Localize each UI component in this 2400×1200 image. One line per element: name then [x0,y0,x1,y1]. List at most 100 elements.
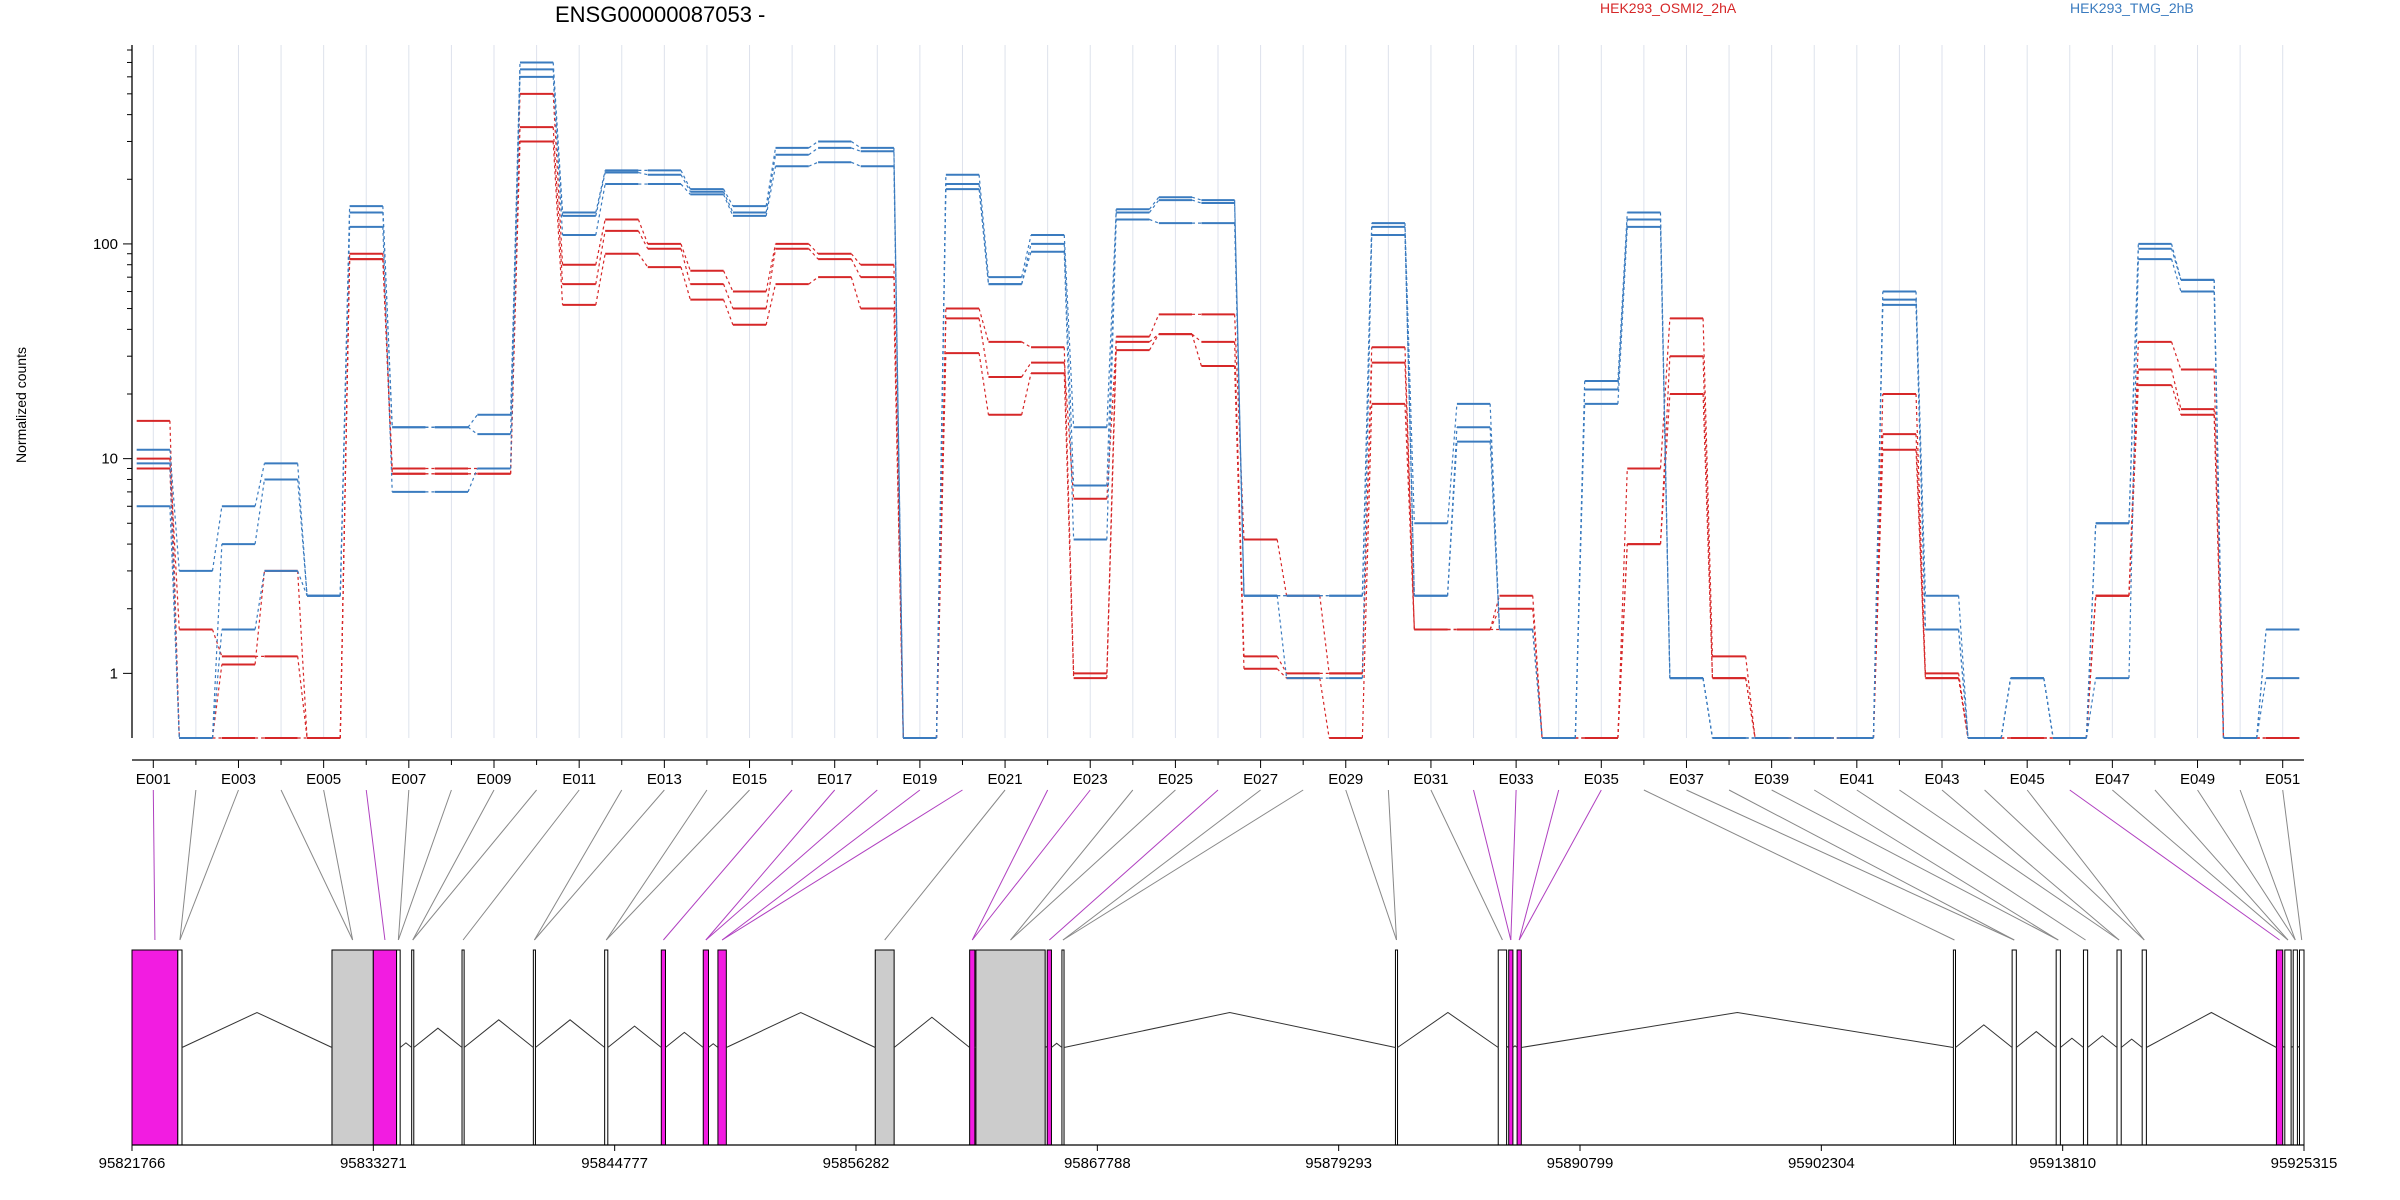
exon-block [1497,949,1508,1146]
connector [1062,789,1304,941]
y-tick-label: 1 [110,665,118,682]
connector-line [1319,678,1330,739]
exon-block [969,949,976,1146]
exon-block [461,949,465,1146]
connector-line [680,243,691,271]
connector [533,789,623,941]
connector-line [2170,384,2182,415]
connector-line [211,629,223,739]
connector-line [808,243,819,255]
x-tick-label: E009 [476,771,511,788]
connector-line [978,184,990,285]
connector-line [1191,333,1202,367]
connector-line [1021,251,1032,285]
chart-title: ENSG00000087053 - [555,2,765,27]
connector-line [893,166,904,739]
connector [412,789,537,941]
exon-block [2011,949,2017,1146]
connector-line [1659,318,1671,469]
connector-line [1446,441,1458,596]
connector [1518,789,1602,941]
connector-line [297,570,308,596]
connector-line [211,544,223,739]
connector-line [595,170,606,213]
connector-line [1574,380,1586,739]
series-layer [136,61,2300,739]
connector [884,789,1006,941]
connector-line [637,230,649,249]
genomic-tick-label: 95913810 [2029,1155,2096,1172]
connector-line [254,479,266,545]
connector-line [1021,362,1032,378]
genomic-tick-label: 95879293 [1305,1155,1372,1172]
x-tick-label: E023 [1073,771,1108,788]
intron-line [1044,1046,1048,1048]
intron-line [1512,1045,1518,1048]
x-tick-label: E013 [647,771,682,788]
x-tick-label: E027 [1243,771,1278,788]
connector-line [680,183,691,195]
connector-line [595,219,606,265]
connector-line [510,76,521,469]
connector-line [1532,608,1543,739]
connector-line [1106,212,1117,486]
connector-line [765,248,777,309]
connector-line [467,468,478,493]
connector-line [722,299,734,326]
exon-block [1394,949,1399,1146]
connector [323,789,354,941]
connector-line [1404,403,1415,630]
exon-block [660,949,666,1146]
connector [280,789,354,941]
connector [1010,789,1176,941]
x-tick-label: E015 [732,771,767,788]
x-tick-label: E021 [988,771,1023,788]
connector [2282,789,2303,941]
connector-line [1021,341,1032,348]
genomic-tick-label: 95821766 [99,1155,166,1172]
exon-block [331,949,374,1146]
connector [705,789,836,941]
connector-line [552,69,564,216]
connector-line [2128,385,2139,596]
genomic-tick-label: 95890799 [1547,1155,1614,1172]
exon-block [2298,949,2305,1146]
exon-connectors [152,789,2303,941]
connector-line [595,183,606,236]
connector-line [680,248,691,285]
intron-line [463,1019,534,1048]
connector-line [1148,333,1160,351]
connector-line [1574,403,1586,739]
intron-line [1521,1011,1954,1048]
connector-line [765,166,777,217]
connector-line [765,147,777,207]
connector-line [2043,678,2054,739]
connector [1518,789,1560,941]
connector-line [1404,226,1415,596]
exon-block [604,949,609,1146]
connector-line [722,283,734,309]
connector-line [1489,608,1501,630]
connector-line [2256,678,2267,739]
intron-line [1051,1042,1063,1048]
connector-line [2170,369,2182,410]
connector-line [1617,544,1628,739]
exon-block [2116,949,2122,1146]
gene-model: 95821766 95833271 95844777 95856282 95867788… [99,949,2337,1172]
connector-line [467,414,478,428]
connector-line [1148,199,1160,213]
connector-line [850,258,862,278]
connector-line [1149,218,1160,224]
genomic-tick-label: 95844777 [581,1155,648,1172]
intron-line [2297,1046,2300,1048]
connector-line [2213,291,2225,739]
connector-line [1915,434,1926,679]
connector-line [552,141,564,305]
connector-line [850,253,862,266]
connector-line [1446,403,1458,524]
connector [412,789,495,941]
connector-line [254,463,266,507]
connector [721,789,921,941]
connector [1984,789,2145,941]
connector [971,789,1091,941]
